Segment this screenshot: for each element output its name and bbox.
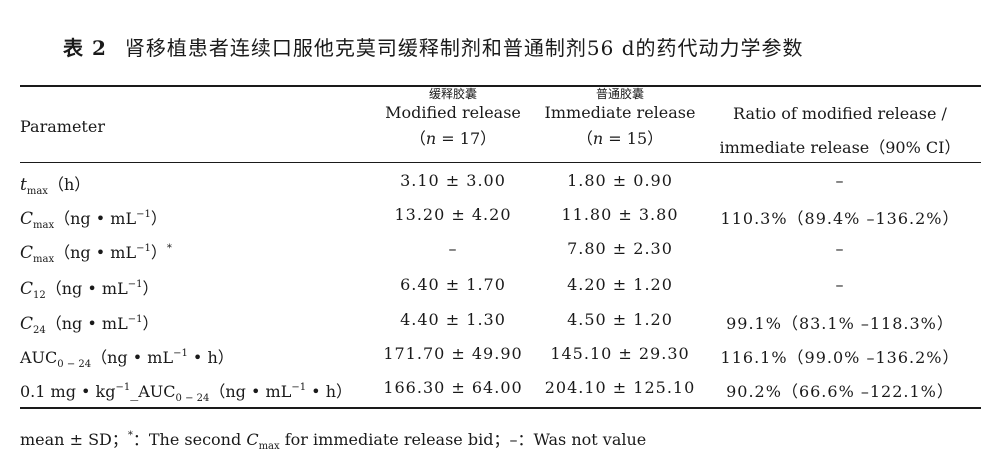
row-parameter: Cmax（ng • mL−1）: [20, 209, 167, 231]
table-caption: 表 2 肾移植患者连续口服他克莫司缓释制剂和普通制剂56 d的药代动力学参数: [63, 32, 804, 61]
table-title: 肾移植患者连续口服他克莫司缓释制剂和普通制剂56 d的药代动力学参数: [124, 36, 804, 60]
row-parameter: tmax（h）: [20, 175, 91, 197]
table-row: AUC0 − 24（ng • mL−1 • h） 171.70 ± 49.90 14…: [20, 344, 981, 374]
row-immediate-value: 4.20 ± 1.20: [567, 275, 673, 294]
row-immediate-value: 4.50 ± 1.20: [567, 310, 673, 329]
row-parameter: C12（ng • mL−1）: [20, 279, 159, 301]
header-modified-en: Modified release: [385, 103, 521, 122]
row-ratio-value: –: [835, 239, 845, 258]
header-parameter: Parameter: [20, 117, 105, 136]
row-modified-value: 171.70 ± 49.90: [383, 344, 523, 363]
row-modified-value: 13.20 ± 4.20: [394, 205, 512, 224]
row-modified-value: 3.10 ± 3.00: [400, 171, 506, 190]
header-modified-cn: 缓释胶囊: [428, 87, 477, 101]
table-row: C24（ng • mL−1） 4.40 ± 1.30 4.50 ± 1.20 99.1…: [20, 310, 981, 340]
header-rule: [20, 162, 981, 163]
row-immediate-value: 145.10 ± 29.30: [550, 344, 690, 363]
row-ratio-value: 110.3%（89.4% –136.2%）: [720, 209, 960, 228]
row-ratio-value: 116.1%（99.0% –136.2%）: [720, 348, 960, 367]
table-row: 0.1 mg • kg−1_AUC0 − 24（ng • mL−1 • h） 16…: [20, 378, 981, 408]
header-immediate-en: Immediate release: [544, 103, 696, 122]
header-ratio: Ratio of modified release / immediate re…: [700, 97, 980, 165]
top-rule: [20, 85, 981, 87]
header-ratio-line1: Ratio of modified release /: [733, 104, 947, 123]
table-row: tmax（h） 3.10 ± 3.00 1.80 ± 0.90 –: [20, 171, 981, 201]
row-ratio-value: 90.2%（66.6% –122.1%）: [726, 382, 954, 401]
table-row: Cmax（ng • mL−1） 13.20 ± 4.20 11.80 ± 3.80 1…: [20, 205, 981, 235]
header-modified-n: （n = 17）: [409, 129, 497, 148]
row-parameter: AUC0 − 24（ng • mL−1 • h）: [20, 348, 234, 370]
table-row: C12（ng • mL−1） 6.40 ± 1.70 4.20 ± 1.20 –: [20, 275, 981, 305]
table-footnote: mean ± SD；*：The second Cmax for immediat…: [20, 430, 647, 452]
header-ratio-line2: immediate release（90% CI）: [719, 138, 961, 157]
row-modified-value: 4.40 ± 1.30: [400, 310, 506, 329]
header-immediate-n: （n = 15）: [576, 129, 664, 148]
row-ratio-value: –: [835, 275, 845, 294]
row-immediate-value: 11.80 ± 3.80: [561, 205, 679, 224]
row-immediate-value: 7.80 ± 2.30: [567, 239, 673, 258]
row-ratio-value: –: [835, 171, 845, 190]
row-ratio-value: 99.1%（83.1% –118.3%）: [726, 314, 954, 333]
table-number: 表 2: [63, 36, 107, 60]
header-immediate-cn: 普通胶囊: [595, 87, 644, 101]
row-parameter: 0.1 mg • kg−1_AUC0 − 24（ng • mL−1 • h）: [20, 382, 352, 404]
header-modified-release: 缓释胶囊 Modified release （n = 17）: [370, 87, 536, 151]
bottom-rule: [20, 407, 981, 409]
row-immediate-value: 204.10 ± 125.10: [544, 378, 696, 397]
row-modified-value: –: [448, 239, 458, 258]
row-parameter: Cmax（ng • mL−1）*: [20, 243, 172, 265]
row-modified-value: 166.30 ± 64.00: [383, 378, 523, 397]
header-immediate-release: 普通胶囊 Immediate release （n = 15）: [535, 87, 705, 151]
row-modified-value: 6.40 ± 1.70: [400, 275, 506, 294]
row-immediate-value: 1.80 ± 0.90: [567, 171, 673, 190]
table-row: Cmax（ng • mL−1）* – 7.80 ± 2.30 –: [20, 239, 981, 269]
row-parameter: C24（ng • mL−1）: [20, 314, 159, 336]
